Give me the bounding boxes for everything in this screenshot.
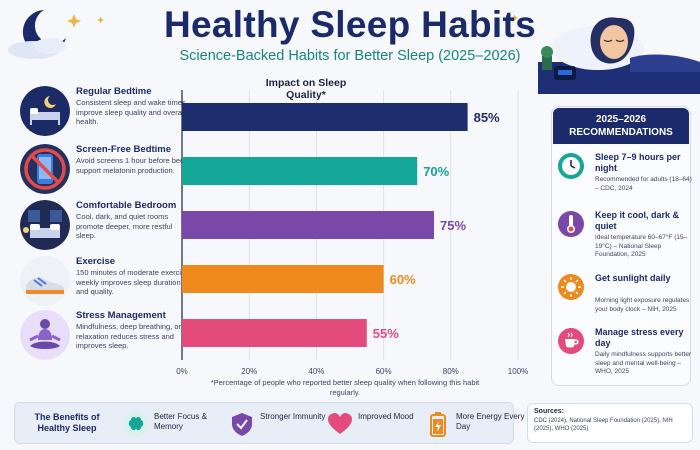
recommendation-title: Get sunlight daily (595, 273, 671, 283)
habit-title: Screen-Free Bedtime (76, 144, 172, 155)
bar-value-label: 85% (474, 110, 500, 125)
recommendation-item: Sleep 7–9 hours per night Recommended fo… (557, 152, 692, 212)
recommendations-heading: 2025–2026 RECOMMENDATIONS (553, 108, 689, 144)
habit-description: Consistent sleep and wake times improve … (76, 98, 186, 126)
bar-value-label: 55% (373, 326, 399, 341)
habit-title: Exercise (76, 256, 116, 267)
recommendation-title: Manage stress every day (595, 327, 684, 348)
page-title: Healthy Sleep Habits (163, 4, 536, 45)
sources-box: Sources: CDC (2024), National Sleep Foun… (527, 403, 693, 443)
recommendation-item: Keep it cool, dark & quiet Ideal tempera… (557, 210, 691, 270)
recommendation-description: Recommended for adults (18–64) – CDC, 20… (595, 176, 692, 192)
habit-description: Mindfulness, deep breathing, or relaxati… (76, 322, 182, 350)
clock-icon (558, 153, 584, 179)
page-subtitle: Science-Backed Habits for Better Sleep (… (179, 48, 521, 64)
habit-description: Avoid screens 1 hour before bed to suppo… (76, 156, 193, 175)
bar (182, 265, 384, 293)
sneaker-icon (20, 256, 70, 306)
recommendation-description: Ideal temperature 60–67°F (15–19°C) – Na… (595, 234, 688, 258)
recommendation-title: Keep it cool, dark & quiet (595, 210, 680, 231)
recommendation-item: Get sunlight daily Morning light exposur… (557, 273, 691, 333)
moon-icon (8, 10, 81, 59)
benefit-item: More Energy Every Day (424, 408, 524, 440)
bar (182, 211, 434, 239)
benefit-label: Stronger Immunity (260, 412, 326, 421)
x-tick-label: 40% (308, 367, 324, 376)
recommendations-heading-years: 2025–2026 (595, 114, 647, 125)
bedroom-icon (20, 200, 70, 250)
habit-description: 150 minutes of moderate exercise weekly … (76, 268, 189, 296)
bar-value-label: 75% (440, 218, 466, 233)
habit-item-comfortable-bedroom: Comfortable Bedroom Cool, dark, and quie… (20, 200, 180, 252)
shield-icon (232, 413, 252, 436)
chart-footnote: *Percentage of people who reported bette… (210, 378, 480, 397)
recommendation-title: Sleep 7–9 hours per night (595, 152, 681, 173)
recommendation-description: Daily mindfulness supports better sleep … (595, 351, 692, 375)
x-tick-label: 0% (176, 367, 188, 376)
benefits-title: The Benefits of Healthy Sleep (34, 412, 100, 433)
sleeping-person-icon (538, 17, 700, 94)
benefit-item: Stronger Immunity (228, 408, 328, 440)
bed-icon (20, 86, 70, 136)
meditation-icon (20, 310, 70, 360)
benefit-label: More Energy Every Day (456, 412, 525, 431)
recommendations-panel (551, 106, 691, 386)
sources-title: Sources: (534, 408, 564, 415)
battery-icon (430, 412, 446, 437)
habit-title: Comfortable Bedroom (76, 200, 177, 211)
x-tick-label: 60% (376, 367, 392, 376)
bar (182, 157, 418, 185)
brain-icon (123, 411, 149, 437)
habit-item-exercise: Exercise 150 minutes of moderate exercis… (20, 256, 189, 308)
habit-item-regular-bedtime: Regular Bedtime Consistent sleep and wak… (20, 86, 186, 138)
x-tick-label: 100% (508, 367, 528, 376)
cup-icon (558, 328, 584, 354)
habit-item-screen-free: Screen-Free Bedtime Avoid screens 1 hour… (20, 144, 193, 196)
sun-icon (558, 274, 584, 300)
recommendation-item: Manage stress every day Daily mindfulnes… (557, 327, 691, 387)
star-icon: ✦ (96, 15, 106, 27)
habit-title: Stress Management (76, 310, 166, 321)
sources-text: CDC (2024), National Sleep Foundation (2… (534, 418, 673, 432)
benefit-item: Improved Mood (326, 408, 426, 440)
no-phone-icon (20, 144, 70, 194)
star-icon: ✦ (510, 13, 520, 25)
benefit-label: Improved Mood (358, 412, 414, 421)
bar (182, 319, 367, 347)
x-tick-label: 80% (443, 367, 459, 376)
bar-value-label: 60% (390, 272, 416, 287)
habit-item-stress-management: Stress Management Mindfulness, deep brea… (20, 310, 181, 362)
bar (182, 103, 468, 131)
x-tick-label: 20% (241, 367, 257, 376)
recommendations-heading-label: RECOMMENDATIONS (569, 127, 673, 138)
benefit-item: Better Focus & Memory (122, 408, 222, 440)
habit-description: Cool, dark, and quiet rooms promote deep… (76, 212, 173, 240)
recommendation-description: Morning light exposure regulates your bo… (595, 297, 690, 313)
bar-chart: 0% 20% 40% 60% 80% 100% 85% 70% 75% 60% 55% (176, 90, 528, 376)
thermometer-icon (558, 211, 584, 237)
bar-value-label: 70% (423, 164, 449, 179)
heart-icon (328, 413, 352, 434)
benefit-label: Better Focus & Memory (154, 412, 207, 431)
habit-title: Regular Bedtime (76, 86, 152, 97)
